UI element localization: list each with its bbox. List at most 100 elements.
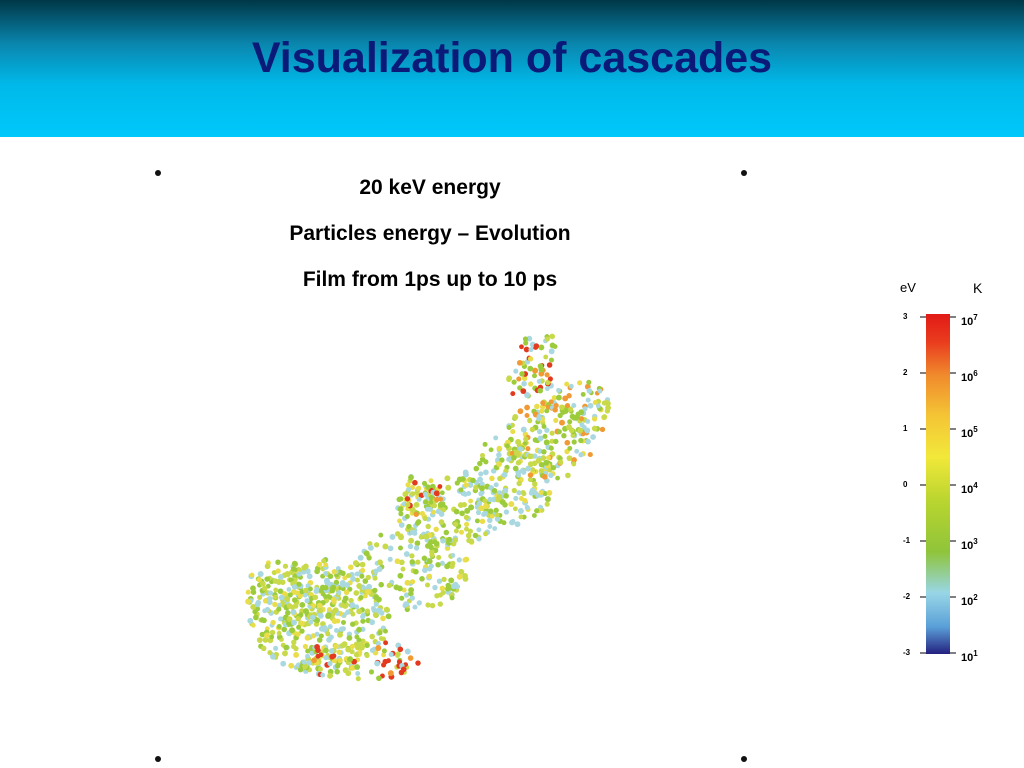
- cascade-particle: [359, 573, 365, 579]
- cascade-particle: [257, 594, 263, 600]
- cascade-particle: [556, 429, 562, 435]
- cascade-particle: [282, 650, 288, 657]
- cascade-particle: [456, 573, 463, 580]
- cascade-particle: [472, 532, 479, 539]
- cascade-particle: [528, 347, 534, 353]
- cascade-particle: [273, 587, 279, 593]
- cascade-particle: [520, 469, 527, 475]
- cascade-particle: [549, 438, 555, 444]
- cascade-particle: [605, 404, 612, 411]
- cascade-particle: [496, 452, 502, 458]
- cascade-particle: [288, 662, 295, 669]
- cascade-particle: [291, 560, 298, 567]
- cascade-particle: [305, 648, 311, 654]
- caption-film: Film from 1ps up to 10 ps: [302, 268, 558, 291]
- cascade-particle: [544, 408, 550, 414]
- cascade-particle: [532, 373, 537, 379]
- cascade-particle: [354, 664, 361, 670]
- cascade-particle: [293, 645, 299, 652]
- cascade-particle: [564, 402, 571, 409]
- cascade-particle: [527, 365, 534, 372]
- cascade-particle: [338, 626, 345, 632]
- cascade-particle: [433, 526, 439, 532]
- cascade-particle: [355, 577, 360, 583]
- cascade-particle: [323, 584, 329, 591]
- cascade-particle: [323, 655, 329, 661]
- cascade-particle: [524, 392, 531, 398]
- cascade-particle: [433, 490, 440, 497]
- cascade-particle: [459, 510, 465, 517]
- cascade-particle: [483, 459, 489, 465]
- cascade-particle: [512, 465, 519, 472]
- cascade-particle: [343, 589, 350, 595]
- cascade-particle: [549, 430, 555, 436]
- cascade-particle: [303, 608, 309, 615]
- cascade-particle: [509, 450, 515, 456]
- cascade-particle: [524, 413, 530, 418]
- cascade-particle: [445, 586, 451, 592]
- cascade-particle: [272, 594, 278, 600]
- cascade-particle: [337, 631, 343, 638]
- cascade-particle: [544, 496, 551, 503]
- cascade-particle: [452, 537, 459, 544]
- cascade-particle: [549, 333, 555, 340]
- cascade-particle: [427, 506, 433, 512]
- cascade-particle: [542, 491, 548, 497]
- cascade-particle: [540, 455, 546, 461]
- cascade-particle: [407, 655, 414, 661]
- cascade-particle: [377, 559, 383, 566]
- cascade-particle: [534, 508, 540, 514]
- cascade-particle: [437, 601, 443, 607]
- cascade-particle: [415, 485, 422, 491]
- cascade-particle: [456, 557, 462, 563]
- cascade-particle: [494, 516, 501, 522]
- cascade-particle: [470, 477, 476, 484]
- cascade-particle: [542, 433, 548, 439]
- cascade-particle: [571, 461, 577, 467]
- legend-right-tick-label: 107: [961, 313, 978, 328]
- cascade-particle: [270, 619, 276, 626]
- cascade-particle: [245, 598, 252, 605]
- cascade-particle: [538, 462, 545, 468]
- cascade-particle: [536, 378, 542, 384]
- cascade-particle: [504, 443, 510, 449]
- cascade-particle: [316, 637, 323, 643]
- cascade-particle: [517, 446, 523, 452]
- energy-color-legend: eV K 107 3 106 2 105 1 104 0 103 -1 102 -2 101 -3: [900, 280, 983, 664]
- cascade-particle: [330, 584, 337, 591]
- cascade-particle: [316, 602, 323, 609]
- cascade-particle: [464, 507, 471, 514]
- cascade-particle: [533, 490, 539, 496]
- cascade-particle: [464, 526, 469, 532]
- cascade-particle: [270, 653, 276, 660]
- cascade-particle: [350, 621, 356, 627]
- cascade-particle: [595, 403, 601, 409]
- cascade-particle: [285, 620, 292, 626]
- cascade-particle: [272, 601, 278, 608]
- cascade-particle: [479, 490, 485, 495]
- cascade-particle: [312, 594, 319, 601]
- cascade-particle: [537, 435, 544, 442]
- cascade-particle: [302, 663, 309, 670]
- cascade-particle: [383, 640, 389, 646]
- cascade-particle: [536, 428, 543, 435]
- cascade-particle: [450, 552, 456, 558]
- cascade-particle: [527, 453, 534, 460]
- cascade-particle: [376, 675, 382, 682]
- cascade-particle: [428, 478, 434, 484]
- cascade-particle: [586, 388, 593, 394]
- cascade-particle: [545, 404, 551, 410]
- cascade-particle: [380, 615, 386, 622]
- cascade-particle: [413, 511, 419, 517]
- cascade-particle: [439, 490, 445, 496]
- cascade-particle: [401, 587, 407, 593]
- cascade-particle: [582, 406, 588, 412]
- cascade-particle: [345, 670, 352, 677]
- cascade-particle: [468, 504, 475, 511]
- cascade-particle: [314, 617, 321, 624]
- cascade-particle: [526, 335, 533, 342]
- cascade-particle: [457, 502, 464, 509]
- cascade-particle: [553, 438, 559, 445]
- cascade-particle: [544, 372, 550, 378]
- cascade-particle: [488, 508, 494, 514]
